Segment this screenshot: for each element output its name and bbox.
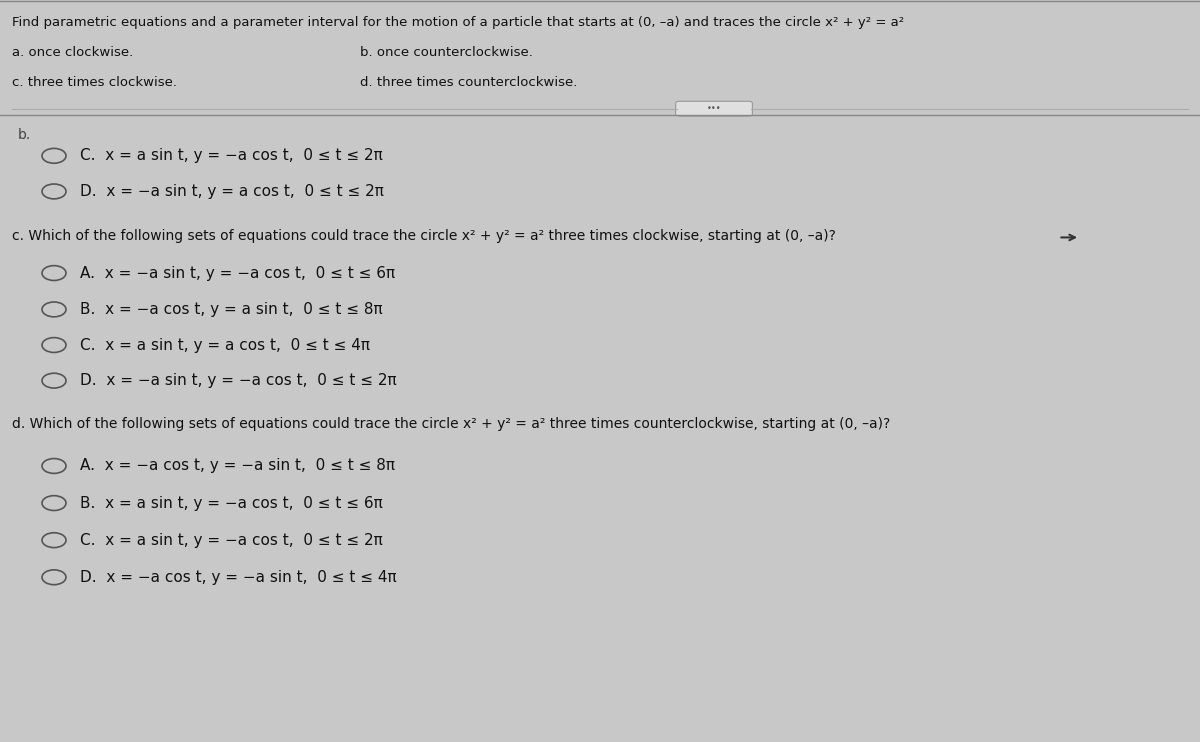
Text: C.  x = a sin t, y = a cos t,  0 ≤ t ≤ 4π: C. x = a sin t, y = a cos t, 0 ≤ t ≤ 4π [80, 338, 371, 352]
FancyBboxPatch shape [676, 101, 752, 116]
Text: D.  x = −a cos t, y = −a sin t,  0 ≤ t ≤ 4π: D. x = −a cos t, y = −a sin t, 0 ≤ t ≤ 4… [80, 570, 397, 585]
Text: A.  x = −a cos t, y = −a sin t,  0 ≤ t ≤ 8π: A. x = −a cos t, y = −a sin t, 0 ≤ t ≤ 8… [80, 459, 396, 473]
Text: Find parametric equations and a parameter interval for the motion of a particle : Find parametric equations and a paramete… [12, 16, 904, 30]
Text: C.  x = a sin t, y = −a cos t,  0 ≤ t ≤ 2π: C. x = a sin t, y = −a cos t, 0 ≤ t ≤ 2π [80, 533, 383, 548]
Text: a. once clockwise.: a. once clockwise. [12, 46, 133, 59]
Text: C.  x = a sin t, y = −a cos t,  0 ≤ t ≤ 2π: C. x = a sin t, y = −a cos t, 0 ≤ t ≤ 2π [80, 148, 383, 163]
Bar [0, 0, 1200, 115]
Text: D.  x = −a sin t, y = −a cos t,  0 ≤ t ≤ 2π: D. x = −a sin t, y = −a cos t, 0 ≤ t ≤ 2… [80, 373, 397, 388]
Text: c. Which of the following sets of equations could trace the circle x² + y² = a² : c. Which of the following sets of equati… [12, 229, 836, 243]
Text: d. three times counterclockwise.: d. three times counterclockwise. [360, 76, 577, 89]
Text: c. three times clockwise.: c. three times clockwise. [12, 76, 178, 89]
Text: D.  x = −a sin t, y = a cos t,  0 ≤ t ≤ 2π: D. x = −a sin t, y = a cos t, 0 ≤ t ≤ 2π [80, 184, 384, 199]
Text: b.: b. [18, 128, 31, 142]
Text: A.  x = −a sin t, y = −a cos t,  0 ≤ t ≤ 6π: A. x = −a sin t, y = −a cos t, 0 ≤ t ≤ 6… [80, 266, 396, 280]
Text: b. once counterclockwise.: b. once counterclockwise. [360, 46, 533, 59]
Text: •••: ••• [707, 104, 721, 114]
Text: B.  x = a sin t, y = −a cos t,  0 ≤ t ≤ 6π: B. x = a sin t, y = −a cos t, 0 ≤ t ≤ 6π [80, 496, 383, 510]
Text: B.  x = −a cos t, y = a sin t,  0 ≤ t ≤ 8π: B. x = −a cos t, y = a sin t, 0 ≤ t ≤ 8π [80, 302, 383, 317]
Text: d. Which of the following sets of equations could trace the circle x² + y² = a² : d. Which of the following sets of equati… [12, 417, 890, 431]
